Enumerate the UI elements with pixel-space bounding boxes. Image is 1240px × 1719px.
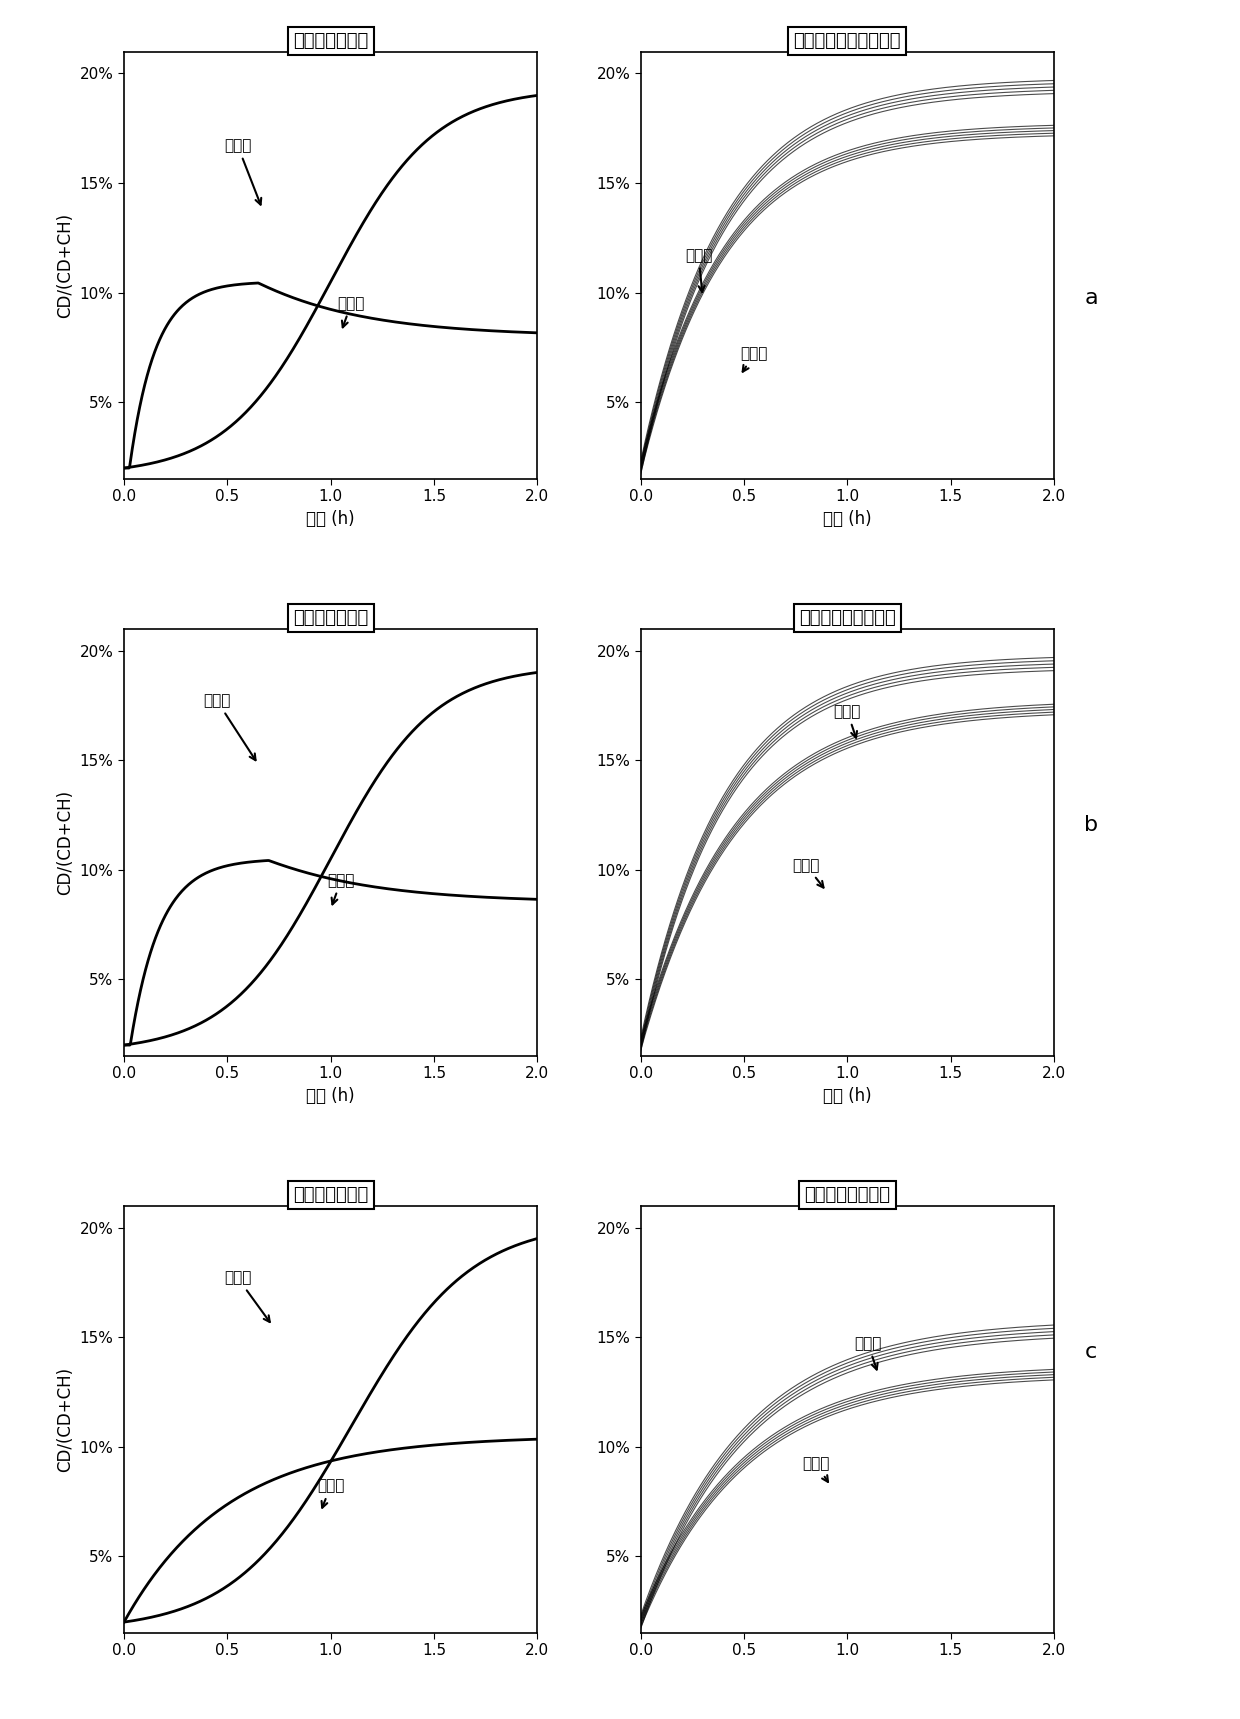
Text: 处理组: 处理组 xyxy=(327,873,355,904)
Text: 处理组: 处理组 xyxy=(317,1478,345,1508)
Text: 对照组: 对照组 xyxy=(203,693,255,760)
Y-axis label: CD/(CD+CH): CD/(CD+CH) xyxy=(56,213,74,318)
Title: 敏感型大肠杆菌: 敏感型大肠杆菌 xyxy=(293,1186,368,1203)
Y-axis label: CD/(CD+CH): CD/(CD+CH) xyxy=(56,1367,74,1471)
Text: a: a xyxy=(1085,289,1097,308)
X-axis label: 时间 (h): 时间 (h) xyxy=(823,511,872,528)
Text: 处理组: 处理组 xyxy=(740,347,768,371)
Text: 处理组: 处理组 xyxy=(792,858,823,887)
X-axis label: 时间 (h): 时间 (h) xyxy=(306,1086,355,1105)
Text: 对照组: 对照组 xyxy=(224,138,262,205)
Title: 敏感型大肠杆菌: 敏感型大肠杆菌 xyxy=(293,609,368,627)
Title: 耐氨苄青霉素大肠杆菌: 耐氨苄青霉素大肠杆菌 xyxy=(794,33,901,50)
Text: 对照组: 对照组 xyxy=(224,1270,270,1322)
Text: 对照组: 对照组 xyxy=(854,1336,882,1370)
Y-axis label: CD/(CD+CH): CD/(CD+CH) xyxy=(56,789,74,896)
Text: 处理组: 处理组 xyxy=(337,296,365,327)
Text: b: b xyxy=(1084,815,1099,835)
Title: 敏感型大肠杆菌: 敏感型大肠杆菌 xyxy=(293,33,368,50)
Text: 对照组: 对照组 xyxy=(684,248,712,292)
X-axis label: 时间 (h): 时间 (h) xyxy=(823,1086,872,1105)
Text: 处理组: 处理组 xyxy=(802,1456,830,1482)
Title: 耐氯霉素大肠杆菌: 耐氯霉素大肠杆菌 xyxy=(805,1186,890,1203)
X-axis label: 时间 (h): 时间 (h) xyxy=(306,511,355,528)
Title: 耐卡那霉素大肠杆菌: 耐卡那霉素大肠杆菌 xyxy=(799,609,895,627)
Text: c: c xyxy=(1085,1343,1097,1361)
Text: 对照组: 对照组 xyxy=(833,705,861,737)
